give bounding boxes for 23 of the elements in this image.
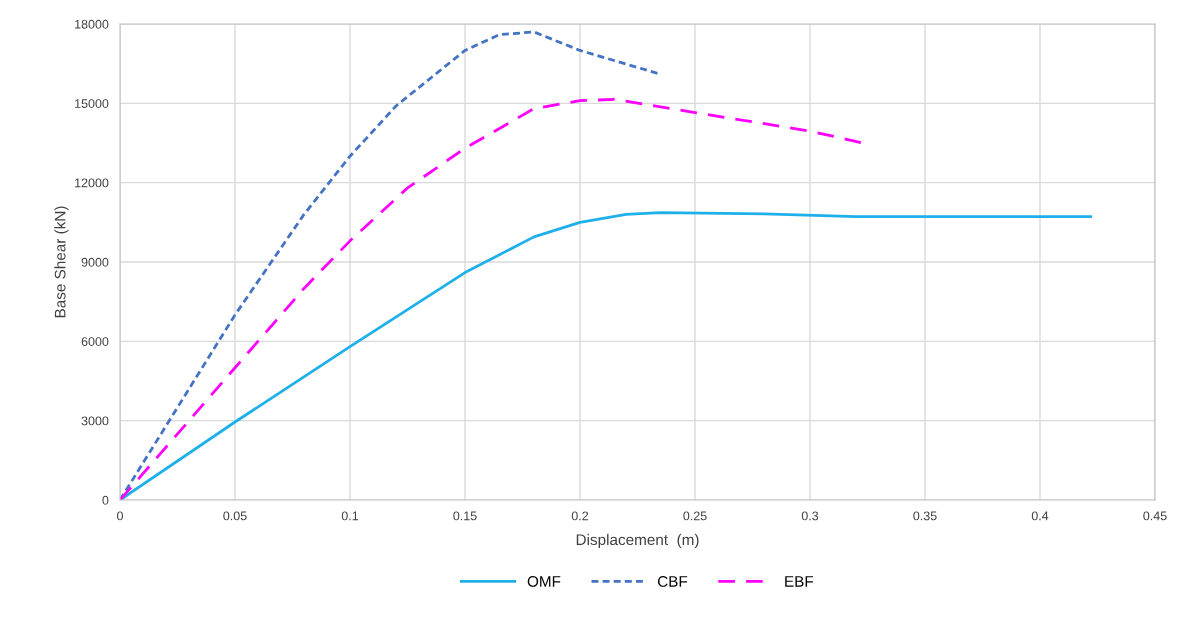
x-tick-label: 0.05 [223,511,247,521]
x-tick-label: 0.25 [683,511,707,521]
legend-label: EBF [785,576,814,587]
x-tick-label: 0.45 [1143,511,1167,521]
x-tick-label: 0.35 [913,511,937,521]
y-tick-label: 18000 [75,19,109,29]
x-tick-label: 0.4 [1031,511,1049,521]
y-tick-label: 9000 [81,257,109,267]
x-tick-label: 0.1 [341,511,359,521]
line-series [120,211,1092,500]
legend-label: CBF [657,576,688,587]
x-tick-label: 0.2 [571,511,589,521]
legend-label: OMF [527,576,561,587]
x-tick-label: 0 [117,511,123,521]
x-axis-title: Displacement (m) [576,533,699,549]
y-tick-label: 0 [102,495,109,505]
y-tick-label: 3000 [81,416,109,426]
y-tick-label: 6000 [81,337,109,346]
x-tick-label: 0.15 [453,511,477,521]
y-tick-label: 15000 [75,99,109,108]
x-tick-label: 0.3 [801,511,819,521]
y-tick-label: 12000 [75,178,109,188]
y-axis-title: Base Shear (kN) [54,206,69,318]
